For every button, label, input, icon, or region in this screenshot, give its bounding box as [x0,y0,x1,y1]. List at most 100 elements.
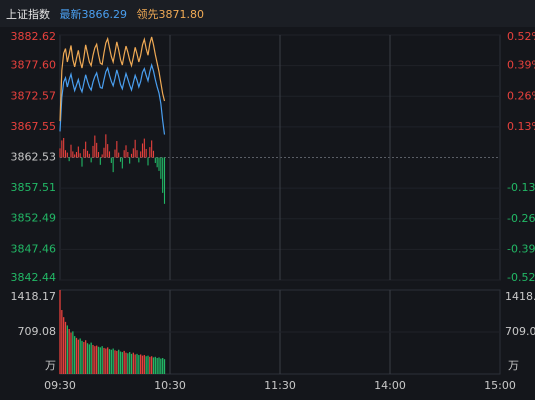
strength-bar [88,153,90,158]
strength-bar [110,157,112,163]
strength-bar [72,151,74,158]
x-tick-label: 09:30 [44,379,76,392]
volume-bar [116,350,118,374]
y2-tick-label: 0.52% [507,30,535,43]
volume-bar [72,331,74,374]
strength-bar [143,138,145,158]
volume-bar [152,357,155,374]
volume-bar [101,346,103,374]
y-tick-label: 3842.44 [11,271,57,284]
volume-bar [141,355,144,374]
y-tick-label: 3857.51 [11,181,57,194]
volume-bar [156,358,158,374]
volume-bar [108,349,111,374]
strength-bar [114,149,116,158]
strength-bar [147,157,149,166]
volume-bar [63,317,65,374]
volume-bar [147,355,149,374]
volume-bar [75,337,78,374]
strength-bar [134,139,136,158]
volume-bar [85,340,87,374]
strength-bar [86,150,89,158]
volume-bar [136,353,138,374]
volume-bar [61,310,63,374]
price-line [59,62,166,135]
y-tick-label: 3867.55 [11,120,57,133]
strength-bar [116,141,118,158]
y2-tick-label: 0.13% [507,120,535,133]
volume-bar [64,321,67,374]
latest-label: 最新 [60,7,82,21]
volume-bar [129,352,131,374]
volume-bar [103,347,105,374]
volume-bar [154,356,156,374]
strength-bar [132,148,134,158]
lead-label: 领先 [137,8,159,21]
volume-bar [160,358,162,374]
strength-bar [81,157,83,167]
volume-bar [158,357,160,374]
volume-unit: 万 [45,359,56,372]
volume-bar [74,336,76,374]
latest-value: 3866.29 [82,8,128,21]
volume-bar [138,355,140,374]
volume-bar [125,352,127,374]
volume-tick-label: 1418.17 [505,290,535,303]
strength-bar [94,135,96,158]
strength-bar [85,141,87,158]
volume-bar [151,356,153,374]
volume-bar [66,325,68,374]
strength-bar [123,150,125,158]
volume-bar [127,353,129,374]
volume-bar [145,356,147,374]
strength-bar [77,146,79,158]
volume-bar [97,346,100,374]
strength-bar [97,152,100,158]
strength-bar [130,153,133,158]
volume-bar [77,339,79,374]
strength-bar [151,140,153,158]
strength-bar [162,157,164,193]
strength-bar [63,137,65,158]
header: 上证指数 最新3866.29 领先3871.80 [6,7,204,21]
volume-bar [110,349,112,374]
strength-bar [90,157,92,163]
volume-bar [132,352,134,374]
volume-bar [92,344,94,374]
volume-bar [94,346,96,374]
strength-bar [108,151,111,158]
volume-bar [88,344,90,374]
strength-bar [96,142,98,158]
header-bar [0,0,535,27]
strength-bar [105,134,107,158]
volume-unit: 万 [508,359,519,372]
strength-bar [70,144,72,158]
x-tick-label: 15:00 [484,379,516,392]
volume-tick-label: 1418.17 [11,290,57,303]
volume-bar [162,358,164,374]
y-tick-label: 3852.49 [11,212,57,225]
volume-bar [105,348,107,374]
strength-bar [74,154,76,158]
strength-bar [138,157,140,163]
strength-bar [163,157,166,204]
y-tick-label: 3872.57 [11,89,57,102]
volume-bar [79,338,81,374]
y2-tick-label: 0.39% [507,59,535,72]
volume-bar [123,350,125,374]
volume-bar [134,354,136,374]
strength-bar [79,153,81,158]
volume-bar [70,332,72,374]
y2-tick-label: -0.52% [507,271,535,284]
volume-bar [114,350,116,374]
y2-tick-label: -0.39% [507,242,535,255]
volume-bar [59,290,61,374]
strength-bar [129,157,131,164]
volume-bar [119,351,122,374]
lead-value: 3871.80 [159,8,205,21]
x-tick-label: 14:00 [374,379,406,392]
y2-tick-label: -0.26% [507,212,535,225]
volume-bar [81,340,83,374]
price-line [59,36,166,122]
